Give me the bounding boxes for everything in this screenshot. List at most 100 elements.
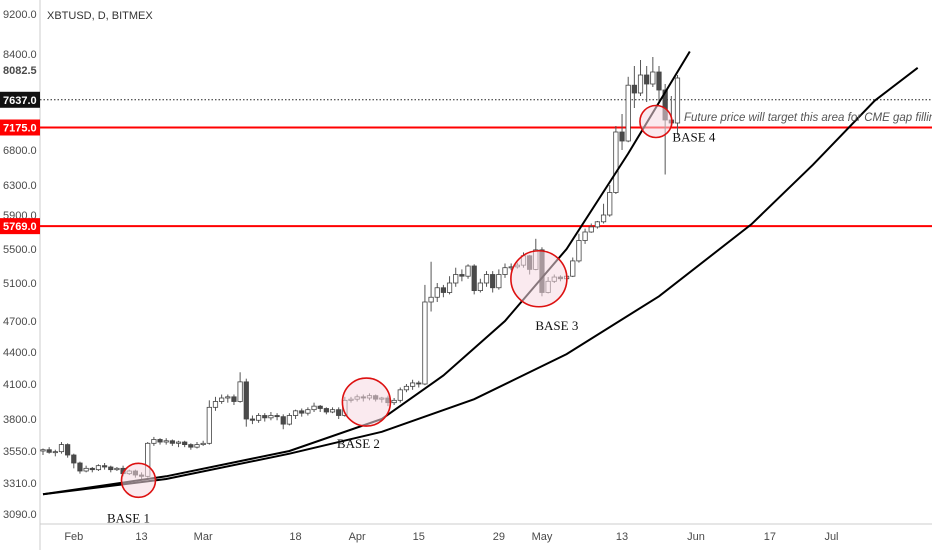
base-label: BASE 1 — [107, 510, 150, 525]
candle-body-down — [65, 444, 71, 456]
candle-body-down — [656, 71, 662, 91]
y-tick-label: 4100.0 — [3, 379, 37, 391]
candle — [674, 75, 681, 135]
x-tick-label: 13 — [616, 531, 628, 543]
candle — [323, 407, 329, 415]
candle-body-up — [175, 441, 182, 444]
candle — [637, 60, 644, 96]
candle — [200, 440, 206, 446]
candle — [440, 284, 447, 298]
candle — [650, 57, 656, 87]
candle — [262, 413, 268, 422]
y-tick-label: 4400.0 — [3, 347, 37, 359]
candle-body-down — [490, 274, 496, 289]
candle-body-down — [323, 408, 329, 413]
chart-title: XBTUSD, D, BITMEX — [47, 10, 153, 22]
candle-body-up — [83, 467, 89, 472]
candle-body-up — [52, 451, 58, 454]
candle — [422, 284, 428, 386]
candle — [397, 387, 403, 403]
candle — [625, 76, 631, 143]
candle-body-up — [594, 221, 601, 228]
candle — [619, 114, 625, 150]
candle — [600, 203, 607, 224]
candle — [206, 400, 212, 445]
base-label: BASE 3 — [535, 318, 578, 333]
candle — [77, 461, 83, 474]
candle — [58, 442, 65, 454]
candle — [182, 440, 188, 448]
candle-body-up — [237, 381, 243, 402]
candle-body-down — [188, 444, 194, 448]
candle — [403, 384, 410, 393]
candle-body-up — [625, 84, 631, 142]
candle — [656, 66, 662, 102]
candle — [453, 267, 459, 287]
candle — [607, 185, 613, 217]
price-tag-box — [0, 218, 40, 235]
candle-body-down — [299, 410, 305, 414]
candle — [329, 407, 336, 414]
x-tick-label: Mar — [194, 531, 213, 543]
candle — [286, 413, 293, 426]
candle — [409, 379, 416, 390]
base-label: BASE 2 — [337, 436, 380, 451]
x-tick-label: Apr — [349, 531, 366, 543]
y-tick-label: 9200.0 — [3, 9, 37, 21]
x-tick-label: 18 — [289, 531, 301, 543]
candle-body-down — [619, 131, 625, 142]
candle-body-up — [212, 401, 219, 408]
base-circle — [341, 377, 392, 427]
candle — [416, 380, 422, 388]
candle — [268, 412, 274, 421]
candle-body-down — [440, 287, 447, 293]
candle-body-up — [650, 71, 656, 85]
candle-body-up — [397, 389, 403, 401]
candle — [40, 448, 46, 455]
candle-body-up — [194, 444, 200, 448]
candle-body-up — [576, 240, 582, 262]
candle-body-up — [200, 442, 206, 446]
candle — [465, 264, 471, 279]
candle — [95, 464, 102, 471]
candle-body-down — [157, 439, 163, 443]
candle — [274, 413, 280, 421]
candle-body-up — [483, 274, 490, 284]
y-tick-label: 3310.0 — [3, 478, 37, 490]
candle-body-up — [292, 410, 299, 416]
candle-body-up — [95, 465, 102, 471]
candle-body-up — [206, 406, 212, 444]
y-tick-label-highlight: 8082.5 — [3, 65, 37, 77]
y-tick-label: 3090.0 — [3, 509, 37, 521]
candle — [249, 415, 256, 425]
candle-body-up — [151, 439, 157, 444]
candle — [588, 223, 594, 233]
candle — [471, 264, 477, 295]
candle — [631, 66, 637, 108]
candle — [89, 467, 95, 473]
candle-body-down — [262, 415, 268, 419]
candle-body-down — [169, 440, 175, 444]
base-circle — [639, 104, 673, 139]
price-tag-label: 5769.0 — [3, 221, 37, 233]
candle — [255, 413, 262, 423]
candle — [114, 467, 120, 471]
x-tick-label: Feb — [64, 531, 83, 543]
candle-body-down — [108, 466, 114, 471]
candle-body-down — [459, 274, 465, 277]
candle — [231, 394, 237, 405]
price-tag-box — [0, 119, 40, 136]
candle-body-up — [40, 449, 46, 452]
candle-body-up — [453, 274, 459, 284]
candle — [108, 465, 114, 473]
x-tick-label: 29 — [493, 531, 505, 543]
candle-body-up — [570, 260, 576, 277]
candle-body-down — [280, 416, 286, 425]
candle-body-up — [434, 287, 440, 298]
candle-body-down — [274, 415, 280, 418]
x-tick-label: May — [532, 531, 553, 543]
candle — [299, 408, 305, 417]
candle-body-down — [317, 405, 323, 409]
candle-body-up — [286, 415, 293, 425]
